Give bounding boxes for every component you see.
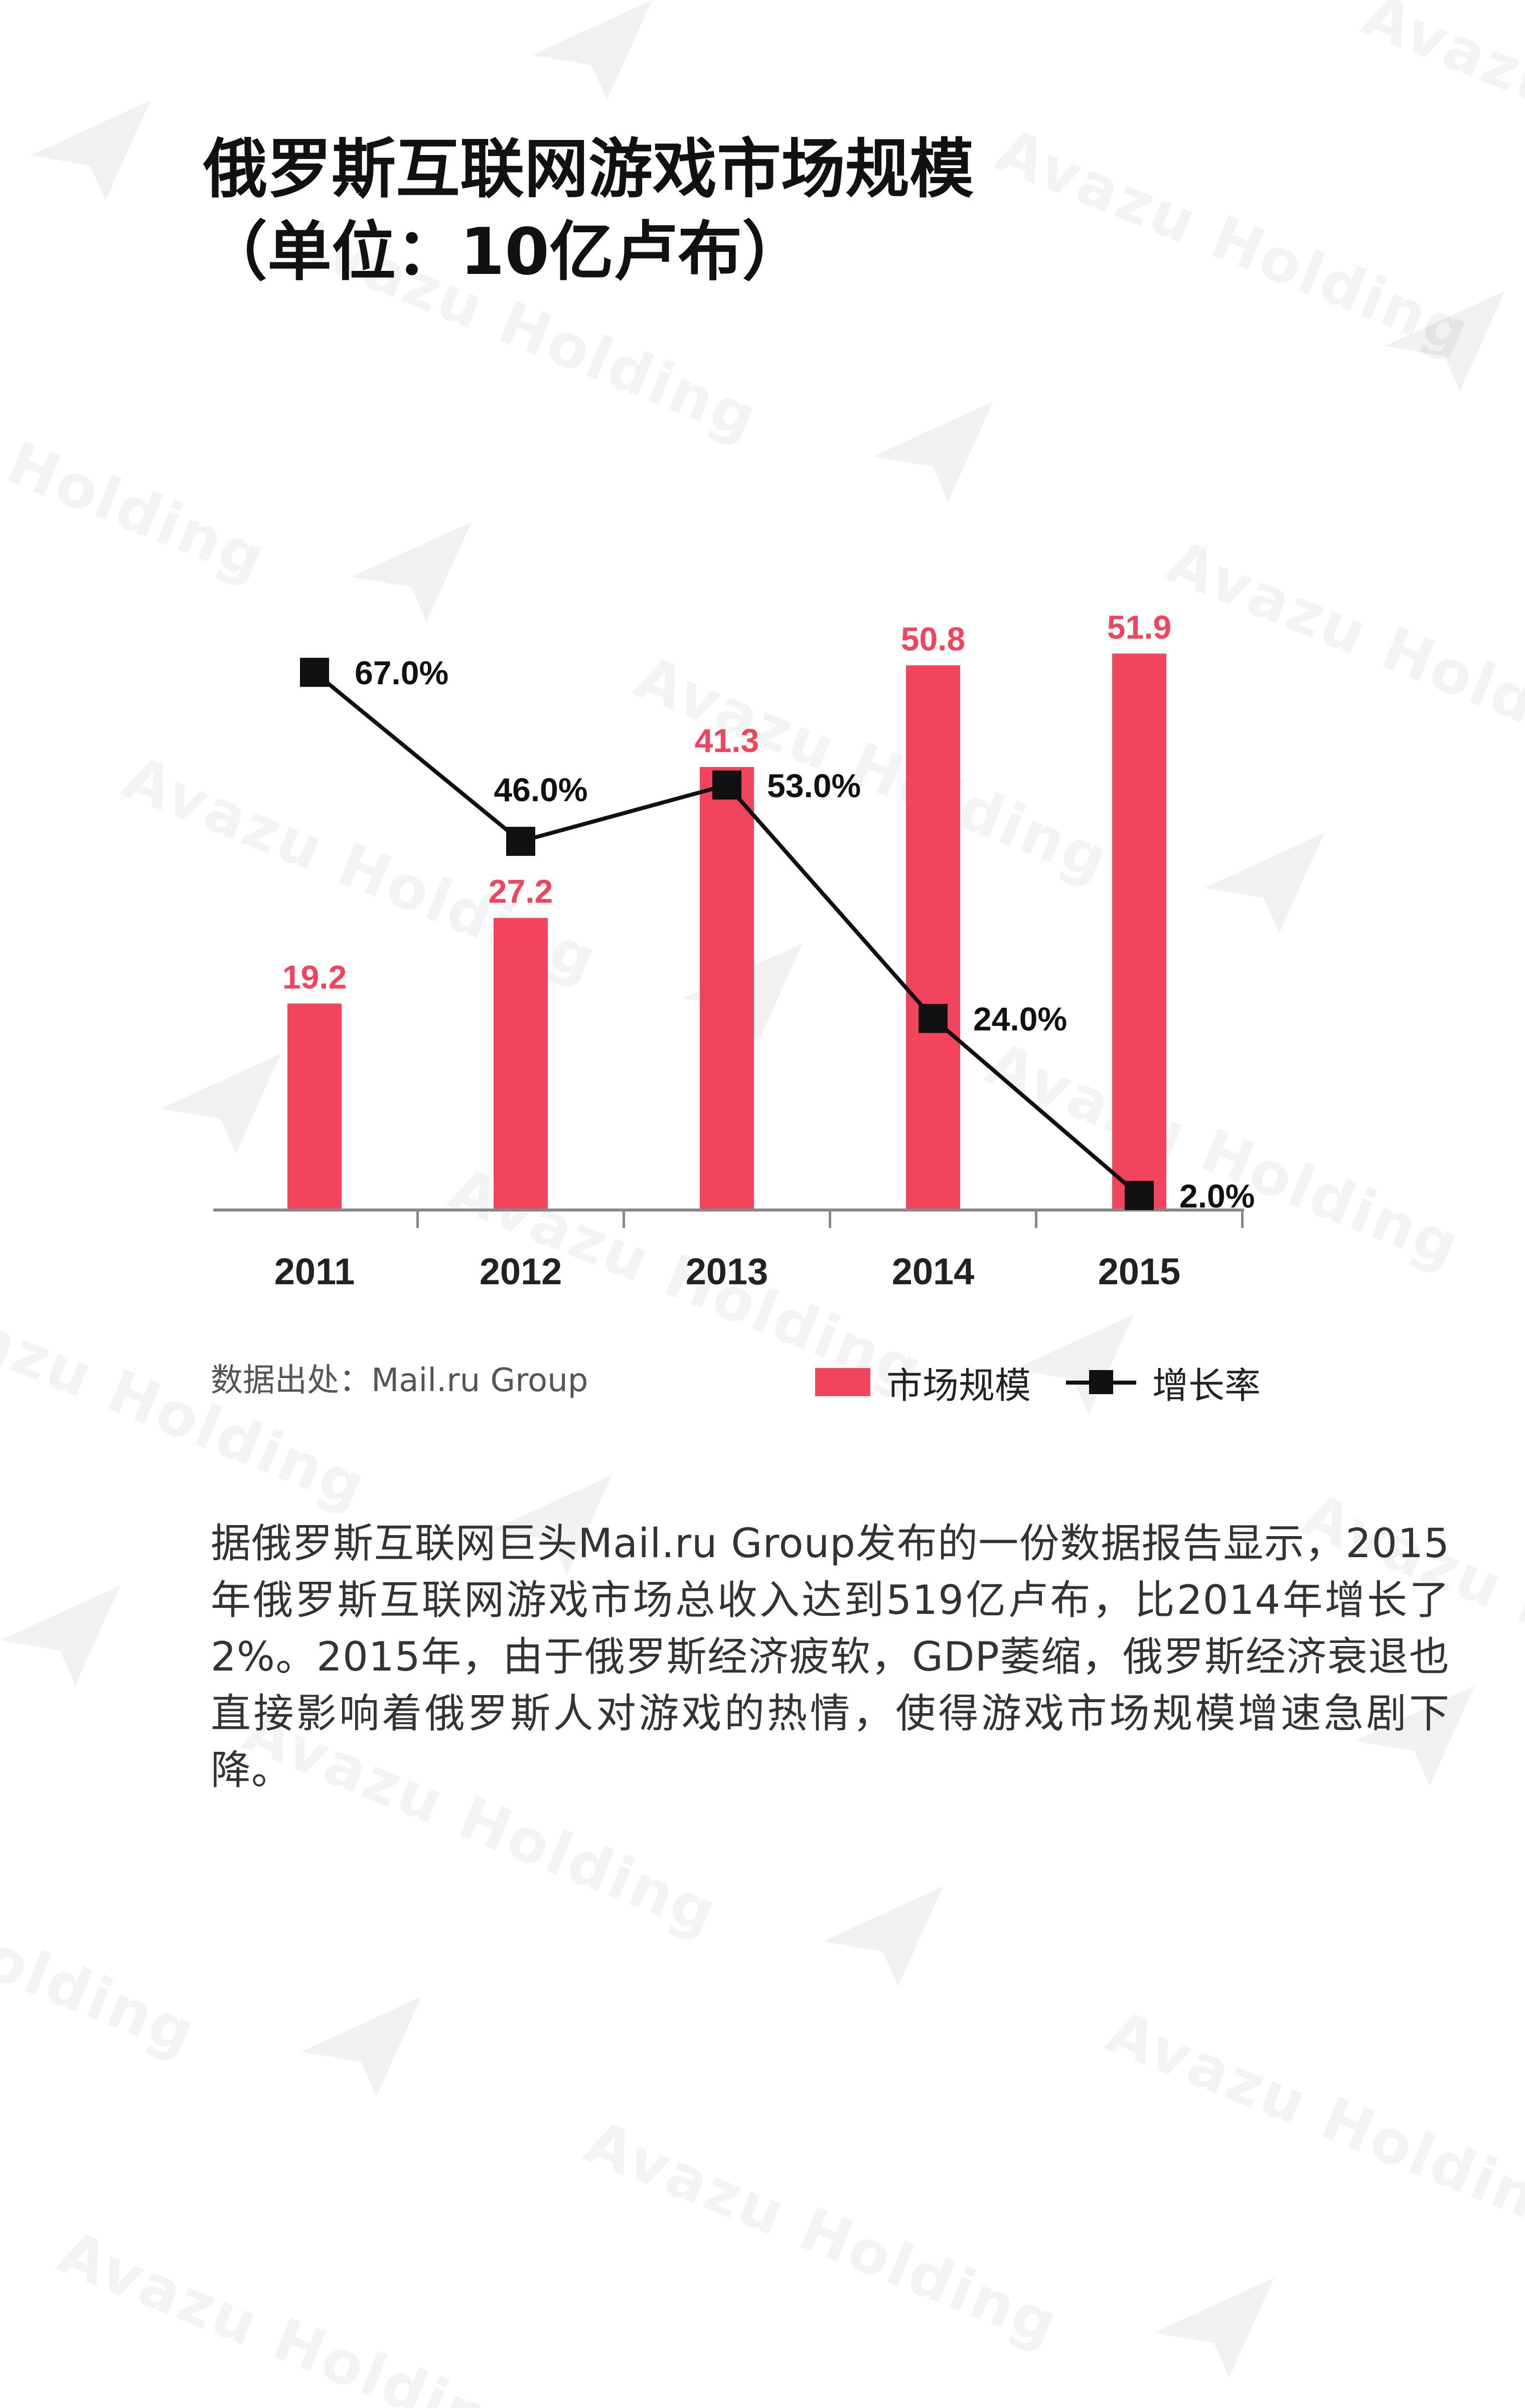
- bar-2013: [700, 767, 754, 1209]
- legend-item-bar: 市场规模: [815, 1356, 1031, 1409]
- growth-rate-label: 2.0%: [1179, 1177, 1255, 1215]
- paper-plane-icon: [823, 1886, 943, 1987]
- legend-line-label: 增长率: [1152, 1364, 1261, 1407]
- x-tick-label: 2011: [274, 1251, 355, 1292]
- growth-rate-marker: [919, 1004, 948, 1033]
- legend-bar-label: 市场规模: [886, 1364, 1031, 1407]
- growth-rate-marker: [506, 827, 535, 856]
- paper-plane-icon: [0, 1585, 120, 1686]
- legend-line-swatch: [1066, 1367, 1137, 1397]
- growth-rate-marker: [712, 770, 741, 800]
- paper-plane-icon: [1385, 291, 1505, 391]
- paper-plane-icon: [301, 1997, 421, 2097]
- paper-plane-icon: [1154, 2278, 1274, 2378]
- bar-value-label: 27.2: [489, 873, 553, 910]
- x-tick-label: 2014: [892, 1251, 975, 1292]
- legend-bar-swatch: [815, 1368, 870, 1396]
- watermark-text: Avazu Holding: [49, 2217, 542, 2408]
- bar-value-label: 41.3: [695, 722, 759, 759]
- paper-plane-icon: [532, 0, 652, 100]
- bar-value-label: 50.8: [901, 620, 965, 657]
- growth-rate-marker: [1125, 1180, 1154, 1210]
- bar-value-label: 51.9: [1107, 609, 1171, 646]
- x-tick-label: 2012: [480, 1251, 562, 1292]
- body-paragraph: 据俄罗斯互联网巨头Mail.ru Group发布的一份数据报告显示，2015年俄…: [211, 1520, 1450, 1793]
- growth-rate-label: 67.0%: [355, 654, 448, 691]
- x-tick-label: 2013: [686, 1251, 769, 1292]
- chart-legend: 市场规模 增长率: [815, 1354, 1296, 1410]
- growth-rate-label: 46.0%: [494, 771, 587, 808]
- x-tick-label: 2015: [1098, 1251, 1181, 1292]
- watermark-text: Avazu Holding: [576, 2107, 1069, 2360]
- watermark-text: Avazu Holding: [0, 1816, 206, 2069]
- bar-2012: [494, 918, 548, 1209]
- bar-value-label: 19.2: [282, 958, 347, 995]
- chart-title-line-2: （单位：10亿卢布）: [203, 215, 807, 289]
- bar-2011: [287, 1003, 342, 1209]
- watermark-text: Avazu Holding: [1098, 1997, 1525, 2249]
- chart-title-line-1: 俄罗斯互联网游戏市场规模: [203, 132, 974, 207]
- growth-rate-marker: [300, 658, 329, 687]
- growth-rate-label: 24.0%: [973, 1000, 1067, 1037]
- bar-2015: [1112, 653, 1166, 1209]
- growth-rate-label: 53.0%: [767, 767, 861, 804]
- chart-title: 俄罗斯互联网游戏市场规模 （单位：10亿卢布）: [203, 128, 974, 293]
- combo-chart: 19.2 27.2 41.3 50.8 51.9 2011 2012 2013 2014 2015…: [213, 609, 1255, 1292]
- paper-plane-icon: [30, 100, 150, 201]
- legend-item-line: 增长率: [1066, 1356, 1261, 1409]
- bar-2014: [906, 665, 960, 1209]
- watermark-text: Avazu Holding: [987, 115, 1480, 368]
- watermark-text: Avazu Holding: [1353, 0, 1525, 233]
- paper-plane-icon: [873, 401, 993, 502]
- data-source-note: 数据出处：Mail.ru Group: [211, 1362, 588, 1399]
